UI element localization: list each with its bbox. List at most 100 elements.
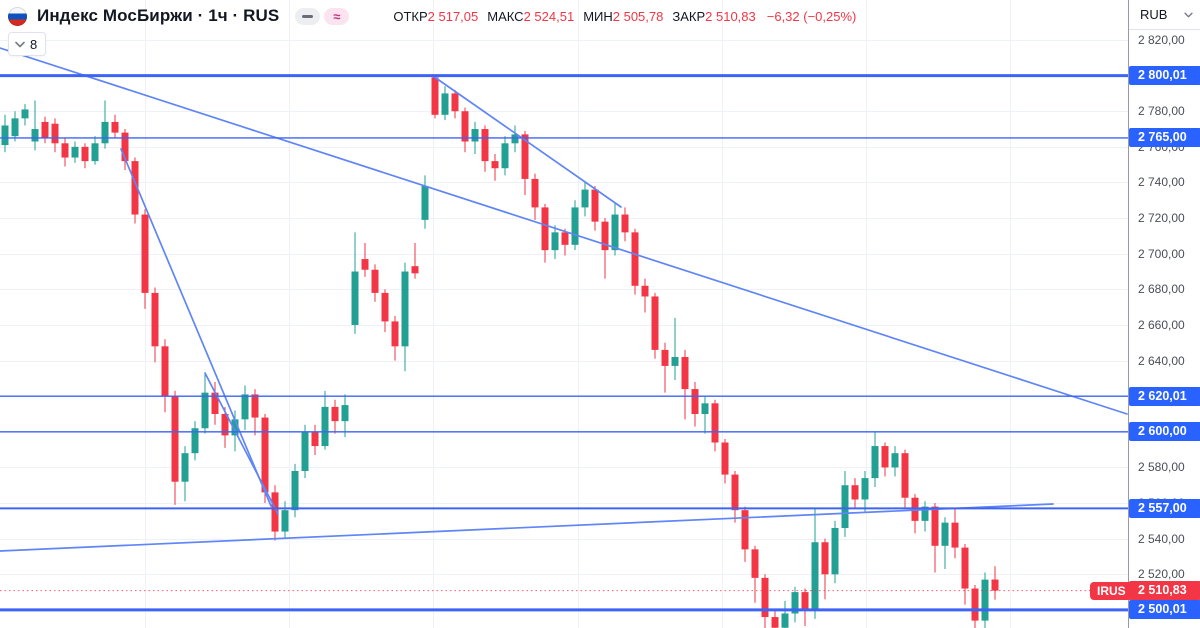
low-value: 2 505,78	[612, 8, 664, 24]
candle-down	[711, 403, 719, 443]
candle-down	[741, 510, 749, 550]
candle-down	[621, 214, 629, 233]
level-price-badge[interactable]: 2 765,00	[1129, 128, 1200, 148]
approx-icon: ≈	[333, 8, 341, 24]
candle-down	[311, 431, 319, 447]
candle-down	[531, 178, 539, 208]
trendline[interactable]	[0, 503, 1054, 552]
dash-icon	[302, 14, 314, 18]
candle-up	[861, 478, 869, 500]
price-tick: 2 820,00	[1138, 33, 1185, 47]
candlestick-chart-canvas[interactable]	[0, 0, 1128, 628]
price-axis[interactable]: 2 820,002 780,002 760,002 740,002 720,00…	[1128, 0, 1200, 628]
candle-down	[131, 161, 139, 215]
level-price-badge[interactable]: 2 620,01	[1129, 386, 1200, 406]
change-value: −6,32 (−0,25%)	[766, 8, 857, 24]
price-tick: 2 740,00	[1138, 175, 1185, 190]
candle-down	[221, 414, 229, 436]
candle-down	[391, 321, 399, 347]
candle-down	[631, 232, 639, 286]
chevron-down-icon	[15, 41, 25, 47]
open-value: 2 517,05	[427, 8, 479, 24]
candle-up	[191, 428, 199, 454]
currency-selector[interactable]: RUB	[1129, 0, 1200, 30]
candle-up	[871, 446, 879, 479]
candle-down	[491, 161, 499, 169]
candle-down	[61, 143, 69, 158]
candle-down	[151, 292, 159, 347]
price-tick: 2 660,00	[1138, 317, 1185, 332]
level-price-badge[interactable]: 2 557,00	[1129, 498, 1200, 518]
candle-up	[21, 109, 29, 119]
candle-down	[461, 111, 469, 142]
candle-down	[731, 474, 739, 511]
candle-down	[851, 485, 859, 500]
approx-toggle[interactable]: ≈	[324, 7, 350, 25]
candle-down	[691, 389, 699, 415]
candle-up	[351, 271, 359, 325]
price-tick: 2 780,00	[1138, 104, 1185, 119]
object-tree-button[interactable]: 8	[8, 32, 47, 56]
high-label: МАКС	[487, 8, 524, 24]
candle-up	[91, 143, 99, 162]
candle-down	[141, 214, 149, 293]
level-price-badge[interactable]: 2 500,01	[1129, 600, 1200, 620]
candle-down	[801, 592, 809, 610]
candle-down	[931, 506, 939, 546]
candle-up	[551, 232, 559, 251]
candle-up	[441, 93, 449, 115]
candle-down	[331, 406, 339, 422]
candle-up	[471, 129, 479, 142]
low-label: МИН	[583, 8, 613, 24]
candle-up	[341, 405, 349, 422]
candle-up	[421, 186, 429, 220]
candle-down	[411, 266, 419, 274]
high-value: 2 524,51	[523, 8, 575, 24]
level-price-badge[interactable]: 2 800,01	[1129, 66, 1200, 86]
trendline[interactable]	[432, 75, 622, 208]
price-tick: 2 680,00	[1138, 282, 1185, 297]
candle-down	[111, 121, 119, 133]
trendline[interactable]	[120, 148, 272, 507]
candle-up	[291, 471, 299, 511]
candle-down	[271, 492, 279, 532]
candle-up	[31, 129, 39, 142]
candle-down	[771, 617, 779, 628]
price-tick: 2 540,00	[1138, 531, 1185, 546]
candle-up	[201, 392, 209, 429]
candle-up	[501, 143, 509, 169]
last-price-badge[interactable]: 2 510,83	[1129, 581, 1200, 601]
candle-up	[581, 189, 589, 208]
line-style-toggle[interactable]	[295, 7, 321, 25]
candle-down	[81, 146, 89, 162]
candle-down	[751, 549, 759, 578]
candle-up	[701, 403, 709, 415]
candle-down	[591, 189, 599, 222]
candle-down	[561, 232, 569, 245]
ohlc-readout: ОТКР2 517,05 МАКС2 524,51 МИН2 505,78 ЗА…	[393, 9, 856, 24]
chevron-down-icon	[1184, 12, 1193, 17]
candle-up	[281, 510, 289, 532]
series-label-irus[interactable]: IRUS	[1090, 581, 1133, 600]
candle-down	[951, 522, 959, 548]
candle-up	[811, 542, 819, 610]
candle-up	[891, 453, 899, 468]
candle-down	[51, 123, 59, 144]
candle-up	[71, 146, 79, 158]
candle-down	[961, 547, 969, 589]
close-value: 2 510,83	[705, 8, 756, 24]
candle-up	[241, 394, 249, 420]
candle-up	[401, 271, 409, 347]
candle-up	[671, 357, 679, 366]
candle-up	[841, 485, 849, 528]
level-price-badge[interactable]: 2 600,00	[1129, 422, 1200, 442]
candle-up	[781, 613, 789, 628]
price-tick: 2 720,00	[1138, 211, 1185, 226]
trendline[interactable]	[0, 47, 1128, 415]
candle-down	[661, 349, 669, 366]
candle-up	[101, 121, 109, 144]
currency-label: RUB	[1140, 7, 1168, 22]
candle-up	[1, 125, 9, 146]
symbol-title[interactable]: Индекс МосБиржи · 1ч · RUS	[37, 6, 280, 25]
